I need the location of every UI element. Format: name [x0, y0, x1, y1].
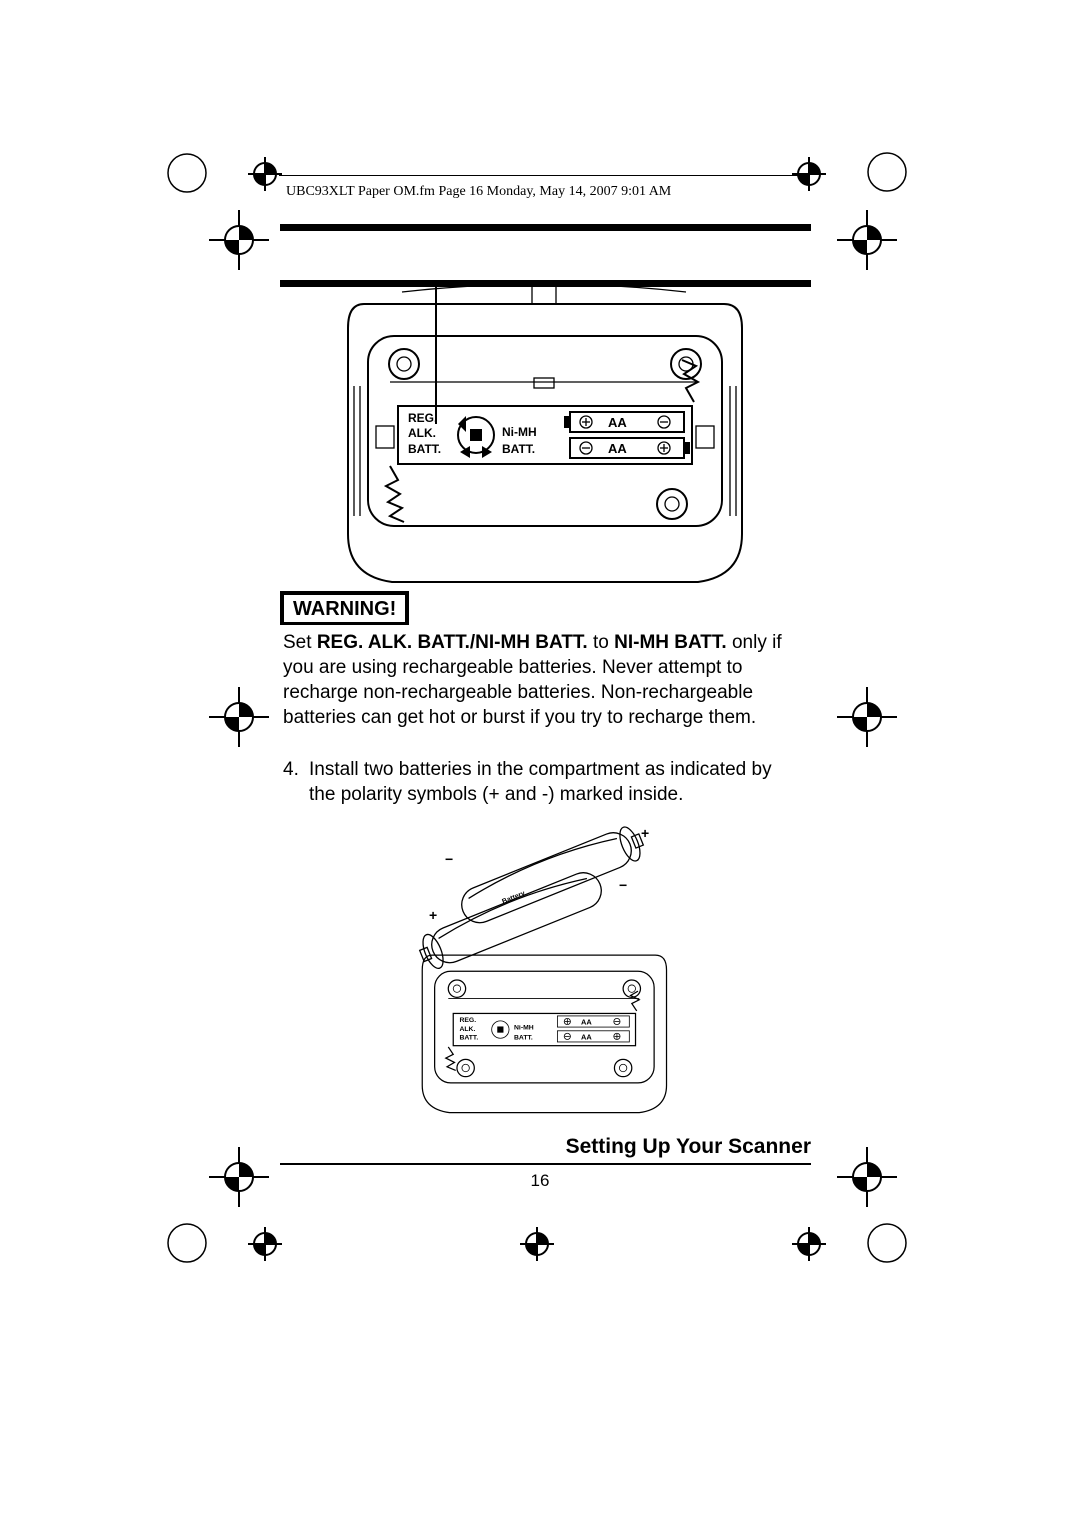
svg-text:AA: AA — [581, 1018, 592, 1027]
device-back-figure: REG. ALK. BATT. Ni-MH BATT. AA AA — [346, 286, 744, 591]
crop-mark-crosshair — [248, 157, 282, 191]
batteries-figure: Battery + + − − — [405, 814, 685, 1119]
svg-text:+: + — [641, 825, 649, 841]
step-4: 4.Install two batteries in the compartme… — [283, 757, 808, 807]
section-title: Setting Up Your Scanner — [566, 1135, 811, 1159]
crop-mark-shaded-circle — [866, 151, 908, 193]
crop-mark-crosshair-large — [837, 687, 897, 747]
svg-text:BATT.: BATT. — [408, 442, 441, 456]
svg-text:REG.: REG. — [459, 1017, 476, 1024]
section-rule — [280, 1163, 811, 1165]
svg-text:AA: AA — [581, 1032, 592, 1041]
warning-paragraph: Set REG. ALK. BATT./NI-MH BATT. to NI-MH… — [283, 630, 808, 730]
svg-text:BATT.: BATT. — [459, 1034, 478, 1041]
crop-mark-crosshair-large — [209, 210, 269, 270]
svg-text:+: + — [429, 907, 437, 923]
step-number: 4. — [283, 757, 309, 782]
svg-text:BATT.: BATT. — [514, 1034, 533, 1041]
page-number: 16 — [0, 1171, 1080, 1191]
svg-text:Ni-MH: Ni-MH — [514, 1025, 534, 1032]
svg-text:AA: AA — [608, 415, 627, 430]
warning-label: WARNING! — [293, 598, 396, 620]
crop-mark-crosshair — [248, 1227, 282, 1261]
rule-bar — [280, 224, 811, 231]
crop-mark-shaded-circle — [166, 1222, 208, 1264]
svg-text:ALK.: ALK. — [408, 426, 436, 440]
svg-text:Ni-MH: Ni-MH — [502, 425, 537, 439]
crop-mark-crosshair — [792, 1227, 826, 1261]
crop-mark-crosshair — [792, 157, 826, 191]
crop-mark-shaded-circle — [866, 1222, 908, 1264]
crop-mark-crosshair — [520, 1227, 554, 1261]
svg-text:AA: AA — [608, 441, 627, 456]
step-text: Install two batteries in the compartment… — [309, 757, 799, 807]
svg-text:ALK.: ALK. — [459, 1026, 475, 1033]
crop-mark-shaded-circle — [166, 152, 208, 194]
crop-mark-crosshair-large — [209, 687, 269, 747]
warning-box: WARNING! — [280, 591, 409, 625]
svg-text:BATT.: BATT. — [502, 442, 535, 456]
header-text: UBC93XLT Paper OM.fm Page 16 Monday, May… — [286, 184, 671, 200]
svg-text:−: − — [619, 877, 627, 893]
header-rule — [279, 175, 809, 176]
svg-text:REG.: REG. — [408, 411, 437, 425]
crop-mark-crosshair-large — [837, 210, 897, 270]
svg-text:−: − — [445, 851, 453, 867]
